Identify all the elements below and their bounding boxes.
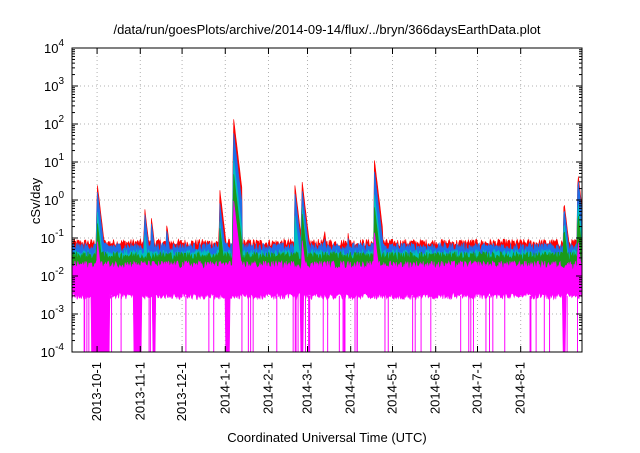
y-tick-label: 102	[44, 114, 64, 132]
y-tick-label: 101	[44, 152, 64, 170]
x-tick-label: 2014-6-1	[428, 362, 443, 414]
series-band-0	[71, 119, 583, 261]
x-tick-label: 2014-3-1	[299, 362, 314, 414]
x-tick-label: 2013-12-1	[174, 362, 189, 421]
series-band-3	[71, 174, 583, 274]
plot-area	[71, 119, 583, 353]
x-tick-label: 2014-2-1	[260, 362, 275, 414]
x-tick-label: 2014-8-1	[513, 362, 528, 414]
x-tick-label: 2014-1-1	[217, 362, 232, 414]
series-band-4	[71, 200, 583, 353]
y-axis-label: cSv/day	[28, 177, 43, 224]
x-tick-label: 2014-5-1	[384, 362, 399, 414]
x-axis-label: Coordinated Universal Time (UTC)	[227, 430, 426, 445]
y-tick-label: 10-1	[41, 228, 65, 246]
y-tick-label: 104	[44, 38, 64, 56]
chart-title: /data/run/goesPlots/archive/2014-09-14/f…	[113, 22, 540, 37]
x-tick-label: 2014-7-1	[469, 362, 484, 414]
grid-lines	[72, 48, 582, 352]
y-tick-label: 10-2	[41, 266, 65, 284]
x-tick-label: 2013-11-1	[132, 362, 147, 420]
y-tick-label: 100	[44, 190, 64, 208]
y-tick-label: 10-4	[41, 342, 65, 360]
y-tick-label: 10-3	[41, 304, 65, 322]
y-tick-label: 103	[44, 76, 64, 94]
x-tick-label: 2014-4-1	[343, 362, 358, 414]
x-tick-label: 2013-10-1	[89, 362, 104, 421]
axis-ticks: 10-4 10-3 10-2 10-1 100 101 102 103 104 2013-10-1…	[41, 38, 582, 421]
